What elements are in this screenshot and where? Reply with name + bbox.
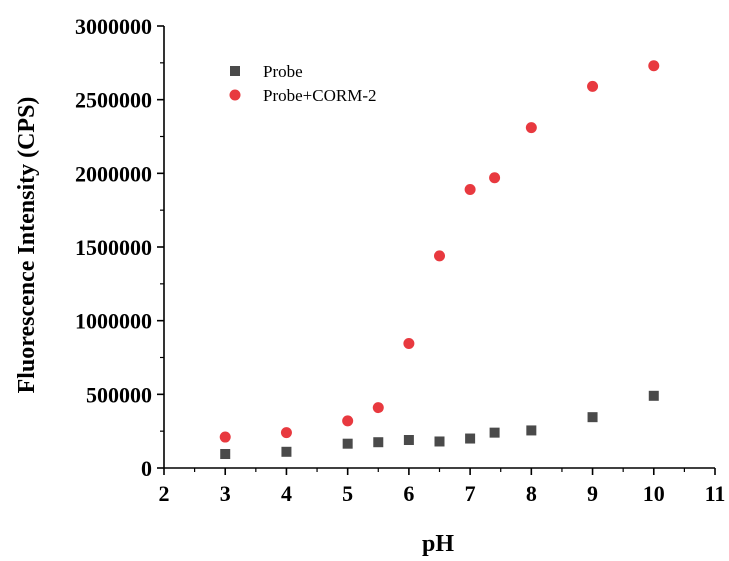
data-point-probe-corm2 <box>464 184 476 196</box>
data-point-probe-corm2 <box>219 431 231 443</box>
y-tick-label: 3000000 <box>75 14 152 39</box>
x-axis-ticks: 2 3 4 5 6 7 8 9 10 11 <box>159 468 726 506</box>
data-point-probe-corm2 <box>342 415 354 427</box>
legend-marker-probe <box>230 66 240 76</box>
legend-label-probe: Probe <box>263 62 303 81</box>
y-tick-label: 0 <box>141 456 152 481</box>
data-point-probe-corm2 <box>403 338 415 350</box>
y-tick-label: 2000000 <box>75 161 152 186</box>
axes <box>163 26 715 469</box>
data-point-probe-corm2 <box>372 402 384 414</box>
legend-label-probe-corm2: Probe+CORM-2 <box>263 86 376 105</box>
y-tick-label: 2500000 <box>75 88 152 113</box>
data-point-probe <box>648 390 659 401</box>
x-tick-label: 3 <box>220 481 231 506</box>
x-tick-label: 6 <box>403 481 414 506</box>
data-point-probe <box>434 436 445 447</box>
legend: Probe Probe+CORM-2 <box>229 62 376 105</box>
data-point-probe <box>403 435 414 446</box>
data-point-probe-corm2 <box>280 427 292 439</box>
data-point-probe-corm2 <box>489 172 501 184</box>
x-tick-label: 5 <box>342 481 353 506</box>
x-tick-label: 7 <box>465 481 476 506</box>
data-point-probe <box>489 427 500 438</box>
data-point-probe-corm2 <box>587 80 599 92</box>
data-point-probe-corm2 <box>648 60 660 72</box>
data-point-probe <box>587 412 598 423</box>
data-point-probe <box>526 425 537 436</box>
x-tick-label: 4 <box>281 481 292 506</box>
x-tick-label: 9 <box>587 481 598 506</box>
data-point-probe <box>281 446 292 457</box>
y-tick-label: 1500000 <box>75 235 152 260</box>
y-axis-ticks: 0 500000 1000000 1500000 2000000 2500000 30000… <box>75 14 164 481</box>
legend-marker-probe-corm2 <box>229 89 241 101</box>
x-tick-label: 8 <box>526 481 537 506</box>
y-axis-title: Fluorescence Intensity (CPS) <box>14 97 40 394</box>
y-tick-label: 500000 <box>86 382 152 407</box>
data-point-probe <box>373 437 384 448</box>
data-point-probe-corm2 <box>434 250 445 262</box>
x-tick-label: 2 <box>159 481 170 506</box>
data-point-probe-corm2 <box>525 122 537 134</box>
y-tick-label: 1000000 <box>75 309 152 334</box>
data-points <box>219 60 660 460</box>
x-tick-label: 11 <box>705 481 726 506</box>
x-axis-title: pH <box>422 531 454 557</box>
data-point-probe <box>465 433 476 444</box>
data-point-probe <box>220 449 231 460</box>
x-tick-label: 10 <box>643 481 665 506</box>
data-point-probe <box>342 438 353 449</box>
